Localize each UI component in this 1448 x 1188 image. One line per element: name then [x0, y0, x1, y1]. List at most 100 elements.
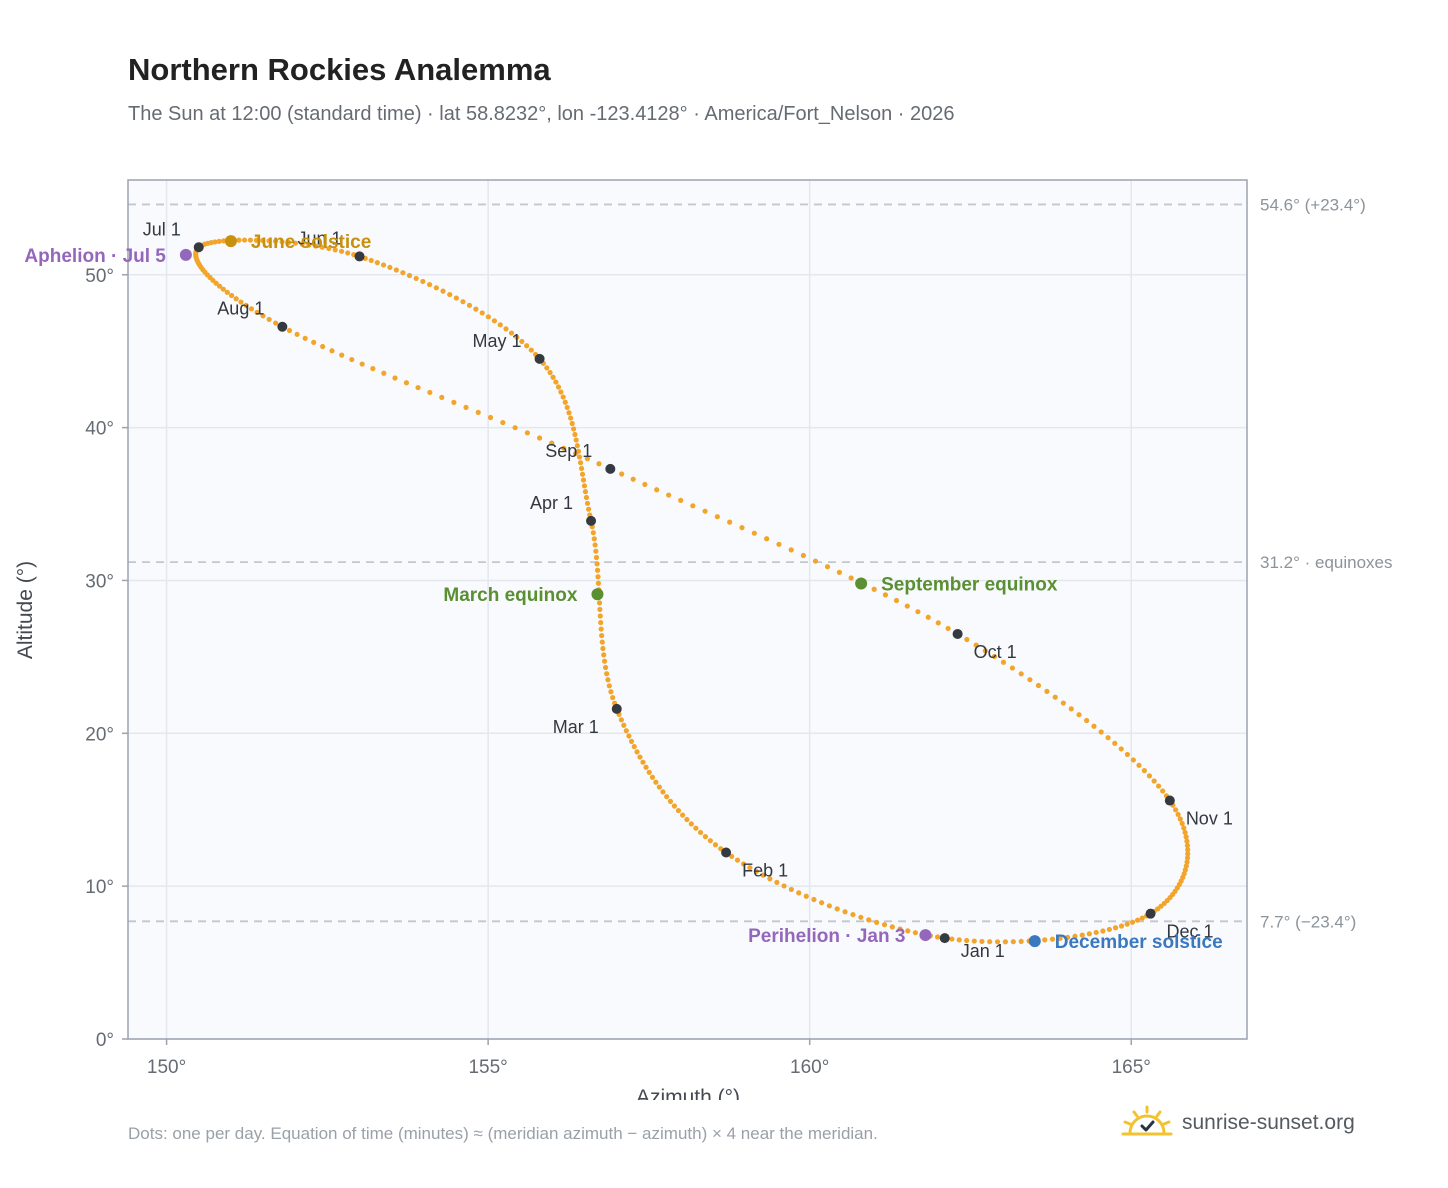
daily-dot — [487, 414, 494, 421]
daily-dot — [279, 239, 285, 245]
daily-dot — [702, 834, 708, 840]
y-tick-label: 20° — [85, 724, 114, 745]
daily-dot — [576, 454, 583, 460]
daily-dot — [229, 292, 235, 299]
daily-dot — [982, 648, 988, 654]
daily-dot — [666, 492, 672, 498]
daily-dot — [1060, 700, 1066, 706]
daily-dot — [824, 564, 831, 570]
daily-dot — [667, 798, 674, 804]
daily-dot — [678, 497, 684, 504]
daily-dot — [1112, 740, 1118, 746]
daily-dot — [473, 306, 479, 312]
daily-dot — [497, 322, 503, 328]
daily-dot — [643, 764, 649, 770]
daily-dot — [580, 477, 587, 483]
daily-dot — [578, 465, 585, 472]
month-marker — [534, 353, 545, 364]
daily-dot — [266, 316, 272, 323]
daily-dot — [680, 812, 686, 818]
reference-line-label: 7.7° (−23.4°) — [1260, 912, 1356, 931]
daily-dot — [1057, 935, 1063, 941]
daily-dot — [979, 938, 985, 945]
daily-dot — [1124, 751, 1131, 758]
daily-dot — [1151, 778, 1157, 784]
daily-dot — [684, 816, 690, 823]
brand-name: sunrise-sunset.org — [1182, 1111, 1355, 1134]
event-marker — [919, 929, 932, 942]
daily-dot — [964, 636, 970, 643]
daily-dot — [514, 334, 520, 340]
daily-dot — [606, 683, 612, 689]
grid-lines — [128, 180, 1247, 1040]
daily-dot — [512, 425, 518, 431]
daily-dot — [453, 295, 459, 301]
daily-dot — [707, 838, 713, 844]
daily-dot — [566, 410, 572, 416]
daily-dot — [479, 310, 485, 316]
daily-dot — [781, 883, 787, 889]
daily-dot — [788, 547, 794, 553]
daily-dot — [1177, 816, 1183, 822]
daily-dot — [1155, 783, 1162, 789]
daily-dot — [654, 487, 660, 493]
daily-dot — [460, 299, 466, 305]
daily-dot — [590, 530, 596, 536]
daily-dot — [329, 348, 335, 354]
reference-line-label: 31.2° · equinoxes — [1260, 553, 1393, 572]
daily-dot — [640, 759, 646, 765]
daily-dot — [660, 789, 666, 795]
month-label: Feb 1 — [742, 861, 788, 881]
daily-dot — [1181, 825, 1187, 831]
daily-dot — [368, 257, 374, 264]
daily-dot — [485, 314, 491, 320]
daily-dot — [294, 331, 300, 337]
month-marker — [605, 463, 616, 474]
daily-dot — [260, 313, 266, 319]
month-marker — [586, 515, 597, 526]
event-marker — [179, 248, 192, 261]
month-marker — [277, 321, 288, 332]
daily-dot — [740, 861, 747, 867]
daily-dot — [596, 600, 603, 606]
chart-subtitle: The Sun at 12:00 (standard time) · lat 5… — [128, 103, 955, 125]
daily-dot — [253, 237, 260, 243]
daily-dot — [634, 749, 640, 755]
daily-dot — [912, 930, 918, 936]
daily-dot — [426, 281, 433, 288]
daily-dot — [1173, 807, 1179, 813]
daily-dot — [349, 356, 355, 363]
daily-dot — [380, 262, 387, 268]
event-label: Perihelion · Jan 3 — [748, 926, 905, 947]
daily-dot — [420, 278, 426, 285]
x-axis-ticks: 150° 155° 160° 165° — [147, 1039, 1151, 1078]
y-axis-title: Altitude (°) — [14, 561, 37, 659]
daily-dot — [850, 911, 856, 918]
brand-logo[interactable]: sunrise-sunset.org — [1120, 1100, 1355, 1146]
daily-dot — [216, 238, 222, 244]
daily-dot — [1136, 762, 1142, 768]
x-tick-label: 155° — [468, 1057, 507, 1078]
daily-dot — [626, 733, 632, 739]
daily-dot — [596, 461, 602, 467]
daily-dot — [893, 597, 900, 604]
daily-dot — [1018, 938, 1024, 945]
daily-dot — [598, 619, 604, 626]
daily-dot — [1044, 688, 1050, 694]
daily-dot — [1086, 931, 1092, 937]
daily-dot — [440, 288, 446, 294]
daily-dot — [547, 369, 553, 376]
event-marker — [224, 235, 237, 248]
daily-dot — [964, 937, 970, 944]
daily-dot — [1035, 682, 1042, 689]
daily-dot — [697, 829, 704, 836]
month-marker — [1145, 908, 1156, 919]
daily-dot — [503, 326, 509, 332]
daily-dot — [688, 821, 694, 827]
daily-dot — [788, 886, 794, 893]
daily-dot — [439, 394, 445, 400]
daily-dot — [945, 625, 951, 632]
analemma-chart: 54.6° (+23.4°) 31.2° · equinoxes 7.7° (−23… — [14, 179, 1393, 1100]
daily-dot — [1093, 929, 1099, 936]
daily-dot — [370, 366, 376, 372]
